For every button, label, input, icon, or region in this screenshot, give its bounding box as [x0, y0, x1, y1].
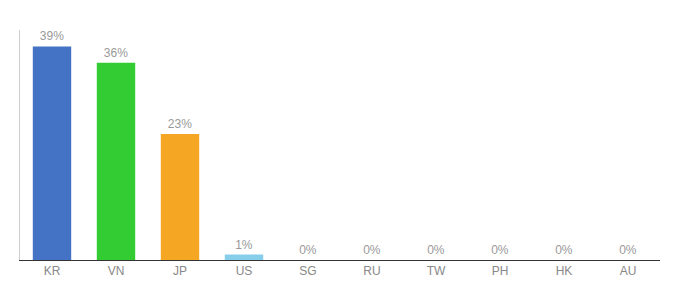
svg-text:0%: 0% — [619, 243, 637, 257]
svg-text:VN: VN — [108, 264, 125, 278]
svg-text:SG: SG — [299, 264, 316, 278]
svg-text:AU: AU — [620, 264, 637, 278]
svg-text:0%: 0% — [491, 243, 509, 257]
svg-text:39%: 39% — [40, 29, 64, 43]
svg-text:KR: KR — [44, 264, 61, 278]
svg-text:TW: TW — [427, 264, 446, 278]
svg-text:23%: 23% — [168, 117, 192, 131]
svg-text:1%: 1% — [235, 238, 253, 252]
svg-text:0%: 0% — [299, 243, 317, 257]
svg-text:HK: HK — [556, 264, 573, 278]
svg-text:0%: 0% — [363, 243, 381, 257]
svg-text:36%: 36% — [104, 46, 128, 60]
svg-text:0%: 0% — [555, 243, 573, 257]
svg-text:US: US — [236, 264, 253, 278]
svg-text:0%: 0% — [427, 243, 445, 257]
svg-text:RU: RU — [363, 264, 380, 278]
svg-text:PH: PH — [492, 264, 509, 278]
svg-text:JP: JP — [173, 264, 187, 278]
